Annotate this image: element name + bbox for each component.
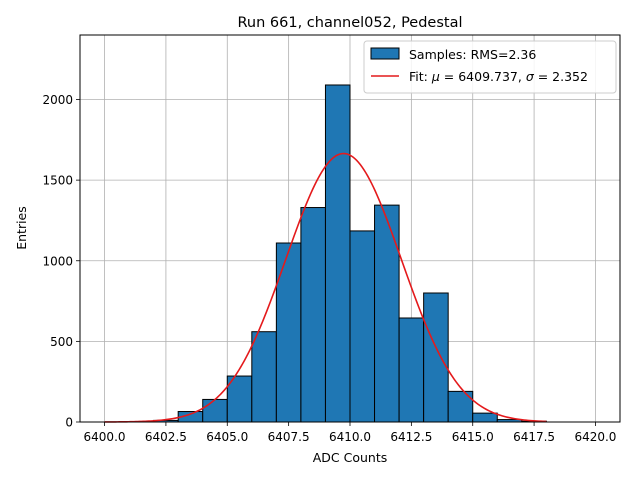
legend-fit-sigma-symbol: σ xyxy=(526,69,535,84)
legend-fit-prefix: Fit: xyxy=(409,69,432,84)
histogram-bar-7 xyxy=(324,84,351,423)
x-tick-label-0: 6400.0 xyxy=(84,430,126,444)
x-axis-label: ADC Counts xyxy=(313,450,388,465)
legend-box xyxy=(363,40,617,94)
y-tick-label-4: 2000 xyxy=(42,93,73,107)
legend: Samples: RMS=2.36 Fit: μ = 6409.737, σ =… xyxy=(363,40,617,94)
legend-fit-mu-text: = 6409.737, xyxy=(440,69,526,84)
x-tick-label-3: 6407.5 xyxy=(268,430,310,444)
histogram-bar-10 xyxy=(398,317,425,423)
histogram-bar-4 xyxy=(251,331,277,423)
y-tick-label-0: 0 xyxy=(65,416,73,430)
histogram-bar-2 xyxy=(202,398,228,423)
x-tick-label-8: 6420.0 xyxy=(574,430,616,444)
histogram-bar-13 xyxy=(472,412,498,423)
y-axis-label: Entries xyxy=(14,206,29,250)
chart-title: Run 661, channel052, Pedestal xyxy=(237,15,462,31)
x-tick-label-6: 6415.0 xyxy=(452,430,494,444)
legend-histogram-swatch xyxy=(370,47,400,60)
x-tick-label-2: 6405.0 xyxy=(206,430,248,444)
x-tick-label-1: 6402.5 xyxy=(145,430,187,444)
x-tick-label-5: 6412.5 xyxy=(390,430,432,444)
y-tick-label-2: 1000 xyxy=(42,254,73,268)
fit-curve-group xyxy=(104,152,547,423)
y-axis-ticks: 0 500 1000 1500 2000 xyxy=(42,93,80,430)
x-tick-label-7: 6417.5 xyxy=(513,430,555,444)
legend-fit-sigma-text: = 2.352 xyxy=(534,69,588,84)
histogram-bar-5 xyxy=(275,242,302,423)
histogram-bar-8 xyxy=(349,230,376,423)
x-axis-ticks: 6400.0 6402.5 6405.0 6407.5 6410.0 6412.5 6415… xyxy=(84,422,616,444)
legend-histogram-label: Samples: RMS=2.36 xyxy=(409,47,536,62)
fit-curve xyxy=(104,152,547,423)
legend-fit-label: Fit: μ = 6409.737, σ = 2.352 xyxy=(409,69,588,84)
y-tick-label-1: 500 xyxy=(50,335,73,349)
histogram-bar-6 xyxy=(300,207,326,423)
x-tick-label-4: 6410.0 xyxy=(329,430,371,444)
histogram-bar-11 xyxy=(423,292,449,423)
legend-fit-mu-symbol: μ xyxy=(431,69,440,84)
histogram-bar-3 xyxy=(226,375,253,423)
histogram-bar-9 xyxy=(374,204,400,423)
y-tick-label-3: 1500 xyxy=(42,174,73,188)
